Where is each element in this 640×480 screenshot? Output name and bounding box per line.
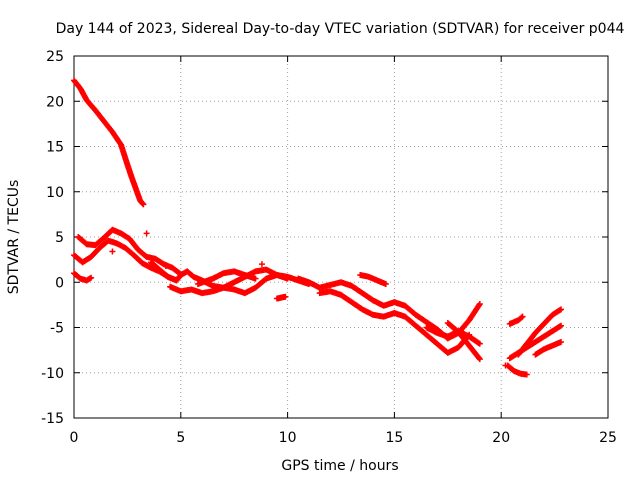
chart-title: Day 144 of 2023, Sidereal Day-to-day VTE… (56, 21, 625, 37)
y-tick-label: -5 (50, 321, 64, 337)
outlier-point (143, 230, 150, 237)
track-n-point (523, 371, 530, 378)
x-tick-label: 5 (176, 430, 185, 446)
track-i-point (476, 300, 483, 307)
x-axis-label: GPS time / hours (281, 458, 398, 474)
x-tick-label: 25 (599, 430, 617, 446)
x-tick-label: 10 (279, 430, 297, 446)
track-a-point (140, 201, 147, 208)
y-tick-label: 25 (46, 49, 64, 65)
track-i-point (476, 302, 483, 309)
y-tick-label: 15 (46, 140, 64, 156)
y-axis-label: SDTVAR / TECUs (6, 180, 22, 295)
outlier-point (258, 261, 265, 268)
outlier-point (109, 248, 116, 255)
x-tick-label: 15 (385, 430, 403, 446)
track-k-point (382, 281, 389, 288)
track-r-point (518, 314, 525, 321)
y-tick-label: 5 (55, 230, 64, 246)
y-tick-label: 20 (46, 94, 64, 110)
y-tick-label: 10 (46, 185, 64, 201)
track-g-point (252, 275, 259, 282)
track-h-point (282, 293, 289, 300)
y-tick-label: -15 (41, 411, 64, 427)
outlier-point (502, 362, 509, 369)
track-d-point (88, 274, 95, 281)
track-p-point (558, 306, 565, 313)
outlier-point (162, 262, 169, 269)
track-r-point (519, 313, 526, 320)
y-tick-label: -10 (41, 366, 64, 382)
axis-ticks: 0 5 10 15 20 25 -15 -10 -5 0 5 10 15 20 25 (41, 49, 617, 446)
track-m-point (476, 356, 483, 363)
outlier-point (75, 234, 82, 240)
track-o-point (558, 322, 565, 329)
track-a-point (139, 200, 146, 207)
track-q-point (558, 338, 565, 345)
data-points (71, 77, 565, 378)
y-tick-label: 0 (55, 275, 64, 291)
x-tick-label: 20 (492, 430, 510, 446)
track-m-point (476, 355, 483, 362)
track-l-point (476, 340, 483, 347)
x-tick-label: 0 (70, 430, 79, 446)
